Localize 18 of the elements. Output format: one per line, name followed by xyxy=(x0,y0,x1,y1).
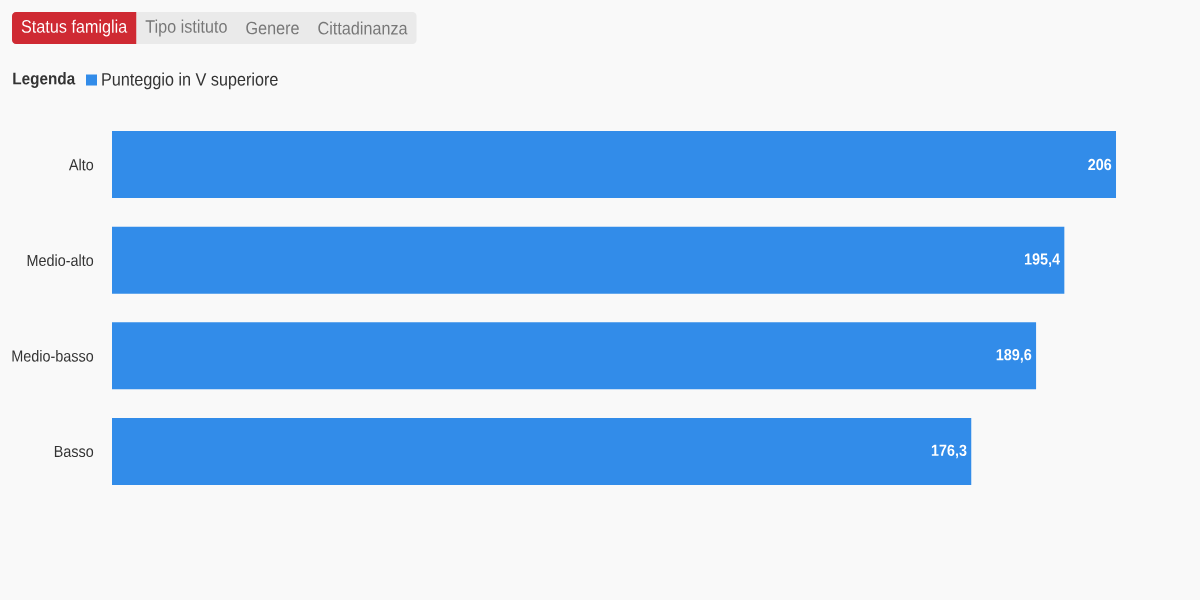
bar xyxy=(112,418,972,485)
legend-title: Legenda xyxy=(13,72,76,88)
bar xyxy=(112,131,1117,199)
y-tick-label: Basso xyxy=(54,445,94,458)
bar xyxy=(112,226,1065,294)
data-label: 189,6 xyxy=(996,349,1032,363)
text: Genere xyxy=(246,21,299,35)
chart-title: Status famiglia xyxy=(21,19,128,37)
data-label: 206 xyxy=(1088,158,1112,171)
legend-label: Punteggio in V superiore xyxy=(102,72,278,90)
y-tick-label: Alto xyxy=(68,158,94,171)
data-label: 176,3 xyxy=(931,444,967,459)
text: Tipo istituto xyxy=(145,19,227,37)
data-label: 195,4 xyxy=(1024,253,1060,267)
bar xyxy=(112,322,1037,390)
y-tick-label: Medio-basso xyxy=(12,349,94,362)
y-tick-label: Medio-alto xyxy=(27,254,94,267)
text: Cittadinanza xyxy=(318,21,408,35)
